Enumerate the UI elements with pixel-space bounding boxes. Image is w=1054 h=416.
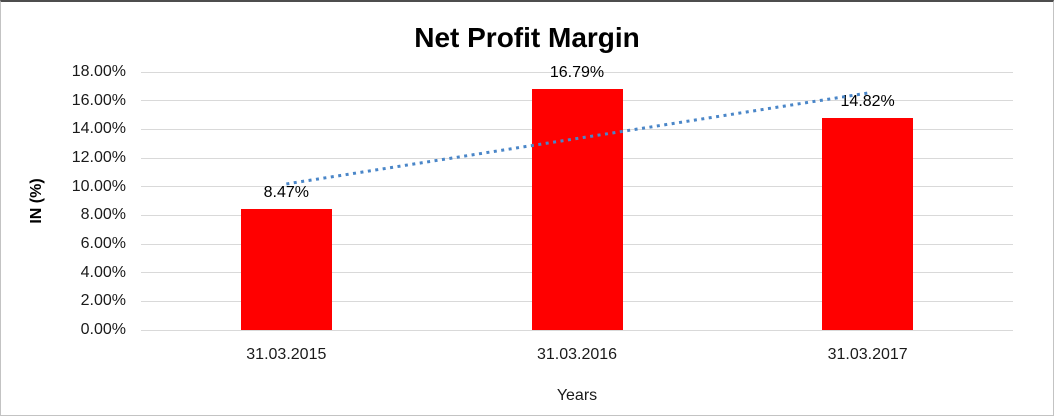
y-tick-label-4pct: 4.00% [80,263,126,281]
x-axis-title: Years [556,387,598,404]
data-label-31.03.2016: 16.79% [549,64,605,82]
y-tick-label-10pct: 10.00% [71,177,126,195]
bar-31.03.2015 [240,208,332,330]
plot-area: 8.47% 16.79% 14.82% [141,64,1013,331]
trendline-segment [286,91,868,186]
chart-title: Net Profit Margin [414,22,640,53]
y-tick-label-14pct: 14.00% [71,120,126,138]
data-label-31.03.2015: 8.47% [263,183,310,201]
y-tick-label-8pct: 8.00% [80,206,126,224]
y-tick-label-6pct: 6.00% [80,235,126,252]
y-tick-label-18pct: 18.00% [71,63,126,80]
y-tick-label-2pct: 2.00% [80,292,126,310]
y-tick-label-12pct: 12.00% [71,149,126,166]
data-label-31.03.2017: 14.82% [840,92,895,110]
bar-31.03.2016 [531,89,623,330]
x-tick-label-31.03.2017: 31.03.2017 [827,346,908,363]
y-tick-label-16pct: 16.00% [71,91,126,109]
y-tick-label-0pct: 0.00% [80,321,126,338]
gridline-18pct [141,71,1013,73]
x-tick-label-31.03.2015: 31.03.2015 [246,346,327,363]
x-tick-label-31.03.2016: 31.03.2016 [536,346,618,363]
gridline-0pct [141,329,1013,331]
bar-31.03.2017 [822,117,914,330]
trendline [286,91,868,186]
